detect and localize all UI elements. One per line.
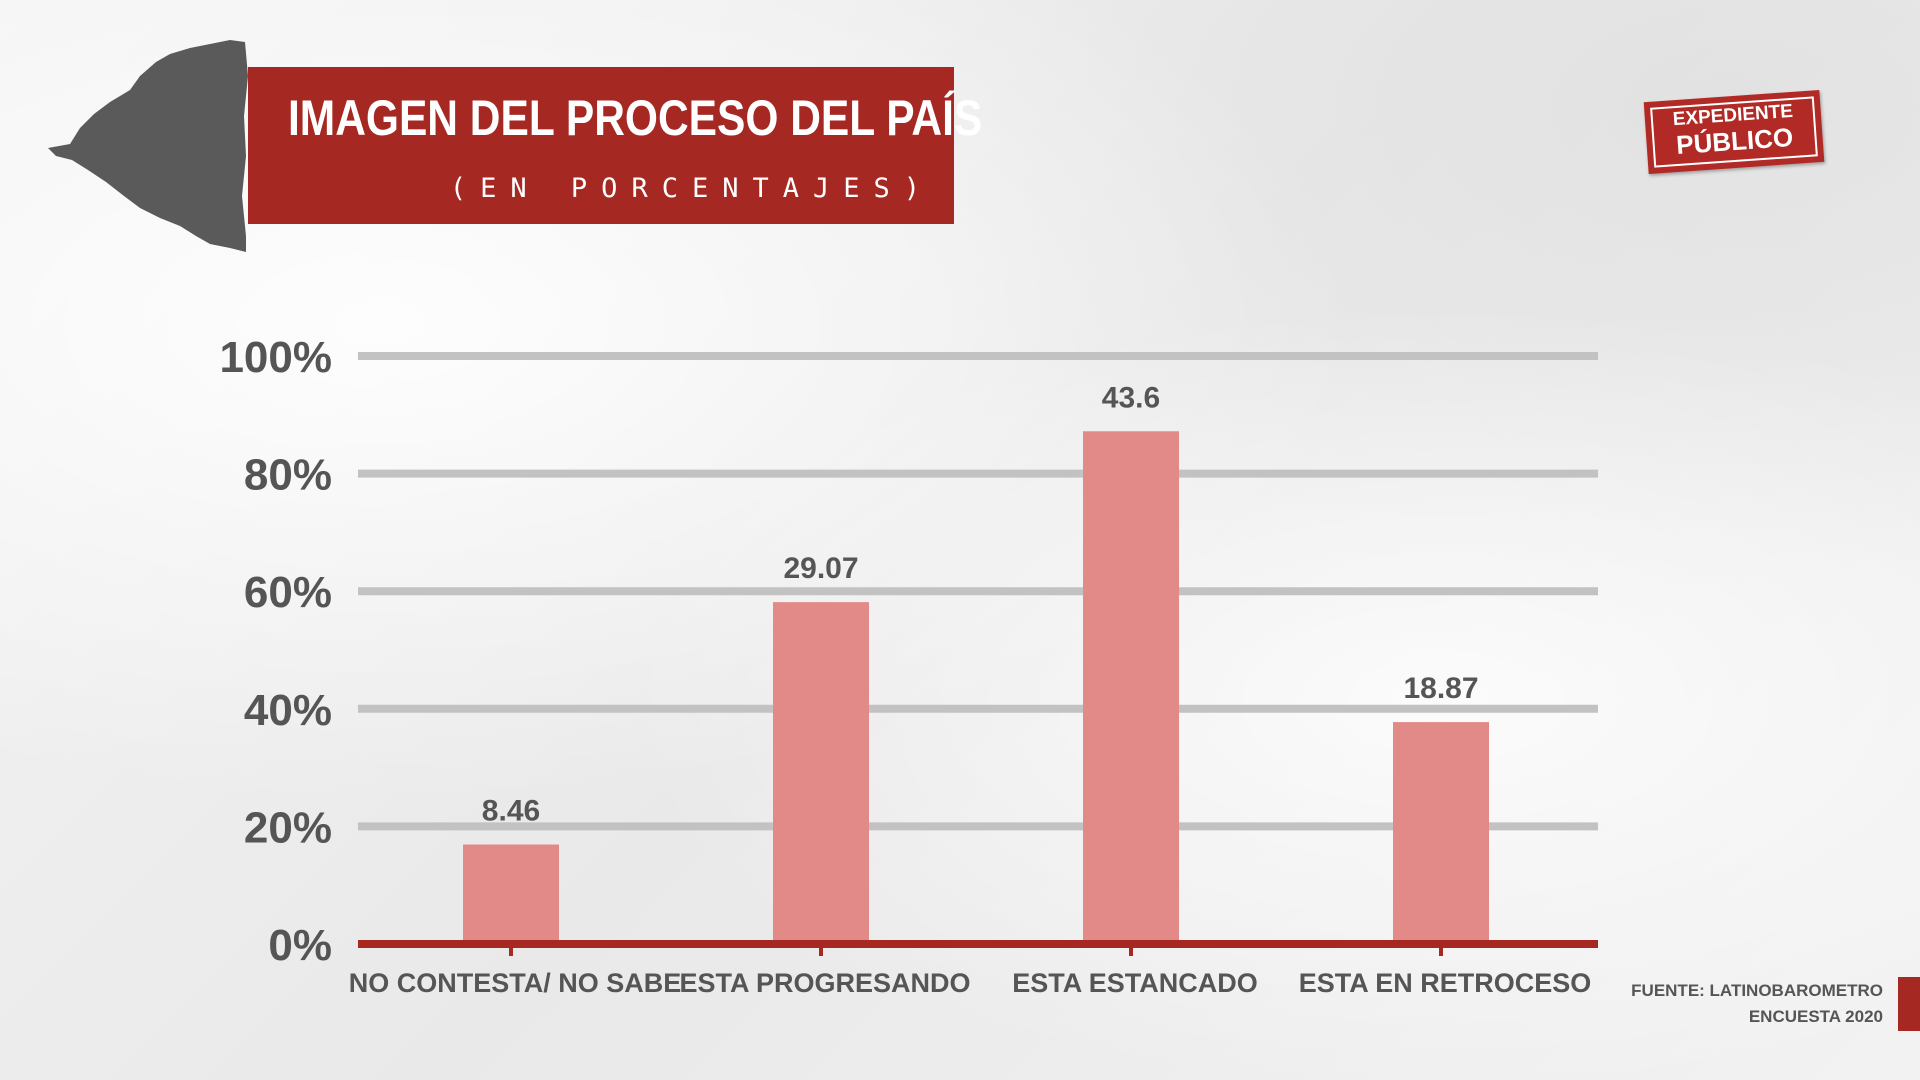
grid-lines — [358, 352, 1598, 831]
source-note: FUENTE: LATINOBAROMETRO ENCUESTA 2020 — [1631, 978, 1883, 1030]
x-category-label: NO CONTESTA/ NO SABE — [349, 968, 682, 998]
bar-value-label: 8.46 — [482, 795, 540, 828]
x-category-label: ESTA ESTANCADO — [1012, 968, 1258, 998]
source-line-1: FUENTE: LATINOBAROMETRO — [1631, 981, 1883, 1000]
bars — [463, 431, 1489, 944]
bar-value-label: 18.87 — [1403, 672, 1478, 705]
bar — [1393, 722, 1489, 944]
x-category-label: ESTA EN RETROCESO — [1299, 968, 1592, 998]
bar-value-label: 43.6 — [1102, 381, 1160, 414]
chart-subtitle: (EN PORCENTAJES) — [449, 173, 934, 204]
y-tick-label: 0% — [268, 921, 332, 970]
chart-title: IMAGEN DEL PROCESO DEL PAÍS — [288, 90, 983, 146]
y-tick-label: 100% — [219, 333, 332, 382]
bar-value-labels: 8.46 29.07 43.6 18.87 — [482, 381, 1479, 827]
y-tick-label: 40% — [244, 686, 332, 735]
title-banner: IMAGEN DEL PROCESO DEL PAÍS (EN PORCENTA… — [248, 67, 982, 224]
bar — [463, 844, 559, 944]
y-tick-label: 60% — [244, 568, 332, 617]
x-axis — [358, 940, 1598, 956]
source-line-2: ENCUESTA 2020 — [1748, 1007, 1883, 1026]
corner-accent-bar — [1898, 977, 1920, 1031]
x-category-label: ESTA PROGRESANDO — [679, 968, 970, 998]
y-axis-tick-labels: 0% 20% 40% 60% 80% 100% — [219, 333, 332, 970]
y-tick-label: 80% — [244, 451, 332, 500]
bar-value-label: 29.07 — [783, 552, 858, 585]
bar — [773, 602, 869, 944]
nicaragua-map-icon — [48, 40, 248, 252]
bar — [1083, 431, 1179, 944]
y-tick-label: 20% — [244, 803, 332, 852]
